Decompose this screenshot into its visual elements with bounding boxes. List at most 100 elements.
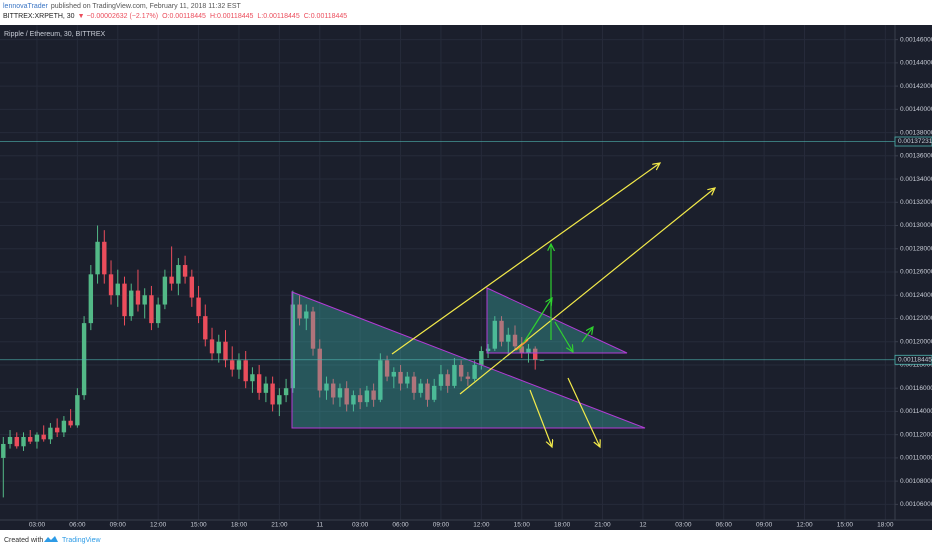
price-line-label: 0.00137231 [898,138,932,145]
breakout-mark [515,339,529,351]
candle-body [209,339,215,354]
author[interactable]: lennovaTrader [3,3,49,10]
x-tick-label: 03:00 [29,522,46,529]
candle-body [129,290,134,317]
candle-body [162,276,168,305]
trend-arrow [529,389,552,447]
y-tick-label: 0.00130000 [900,222,932,229]
candle-body [357,395,363,403]
x-tick-label: 12:00 [150,522,167,529]
brand[interactable]: TradingView [62,537,101,544]
y-tick-label: 0.00138000 [900,129,932,136]
candle-body [304,311,309,319]
x-tick-label: 15:00 [837,522,854,529]
x-tick-label: 06:00 [392,522,409,529]
candle-body [41,434,46,440]
candle-body [384,360,390,377]
candle-body [506,334,511,342]
candle-body [344,388,349,405]
candle-body [391,371,397,377]
candle-body [283,388,289,396]
y-tick-label: 0.00128000 [900,245,932,252]
y-tick-label: 0.00122000 [900,315,932,322]
chart-background [0,25,932,530]
price-axis [895,25,932,530]
path-arrow [518,298,552,351]
path-arrow [581,327,593,343]
candle-body [405,376,410,384]
candle-body [499,320,504,342]
grid [0,25,895,520]
candle-body [512,334,518,347]
candle-body [155,304,161,324]
x-tick-label: 18:00 [877,522,894,529]
candle-body [54,427,60,433]
candle-body [263,383,269,393]
candle-body [135,290,141,305]
candles [1,225,545,498]
y-tick-label: 0.00140000 [900,106,932,113]
y-tick-label: 0.00124000 [900,292,932,299]
x-tick-label: 12 [639,522,647,529]
ohlc-value: L:0.00118445 [257,13,299,20]
candle-body [324,383,329,391]
x-tick-label: 06:00 [69,522,86,529]
candle-body [290,304,296,389]
candle-body [216,341,221,354]
y-tick-label: 0.00118000 [900,362,932,369]
candle-body [203,316,208,340]
candle-body [189,276,195,298]
candle-body [418,383,423,393]
candle-body [196,297,201,317]
x-tick-label: 12:00 [473,522,490,529]
y-tick-label: 0.00120000 [900,338,932,345]
candle-body [465,376,471,379]
change: ▼ −0.00002632 (−2.17%) [78,13,159,20]
y-tick-label: 0.00134000 [900,176,932,183]
candle-body [411,376,417,393]
candle-body [102,241,107,275]
candle-body [7,436,13,444]
x-tick-label: 15:00 [190,522,207,529]
candle-body [492,320,498,349]
candle-body [176,265,181,284]
x-tick-label: 15:00 [514,522,531,529]
ohlc-value: O:0.00118445 [162,13,206,20]
candle-body [223,341,228,361]
y-tick-label: 0.00114000 [900,408,932,415]
x-tick-label: 09:00 [756,522,773,529]
candle-body [169,276,174,284]
ohlc-value: H:0.00118445 [210,13,254,20]
y-tick-label: 0.00132000 [900,199,932,206]
candle-body [445,374,450,386]
symbol: BITTREX:XRPETH, 30 [3,13,75,20]
candle-body [425,383,430,400]
x-tick-label: 21:00 [271,522,288,529]
x-tick-label: 09:00 [433,522,450,529]
triangle [486,287,628,354]
candle-body [68,420,73,426]
candle-body [236,360,242,370]
price-line-tag [894,354,932,365]
candle-body [398,371,403,384]
x-tick-label: 09:00 [110,522,127,529]
y-tick-label: 0.00112000 [900,431,932,438]
candle-body [21,436,26,447]
candle-body [472,364,477,379]
price-lines [0,141,895,361]
candle-body [81,323,87,396]
y-tick-label: 0.00126000 [900,269,932,276]
published: published on TradingView.com, February 1… [51,3,242,10]
candle-body [88,274,94,324]
candle-body [250,374,255,382]
candle-body [539,359,545,361]
candle-body [432,385,437,400]
candle-body [458,364,464,377]
y-tick-label: 0.00144000 [900,60,932,67]
x-tick-label: 06:00 [716,522,733,529]
candle-body [533,348,538,360]
x-tick-label: 12:00 [796,522,813,529]
candle-body [519,346,524,354]
candle-body [182,265,188,277]
